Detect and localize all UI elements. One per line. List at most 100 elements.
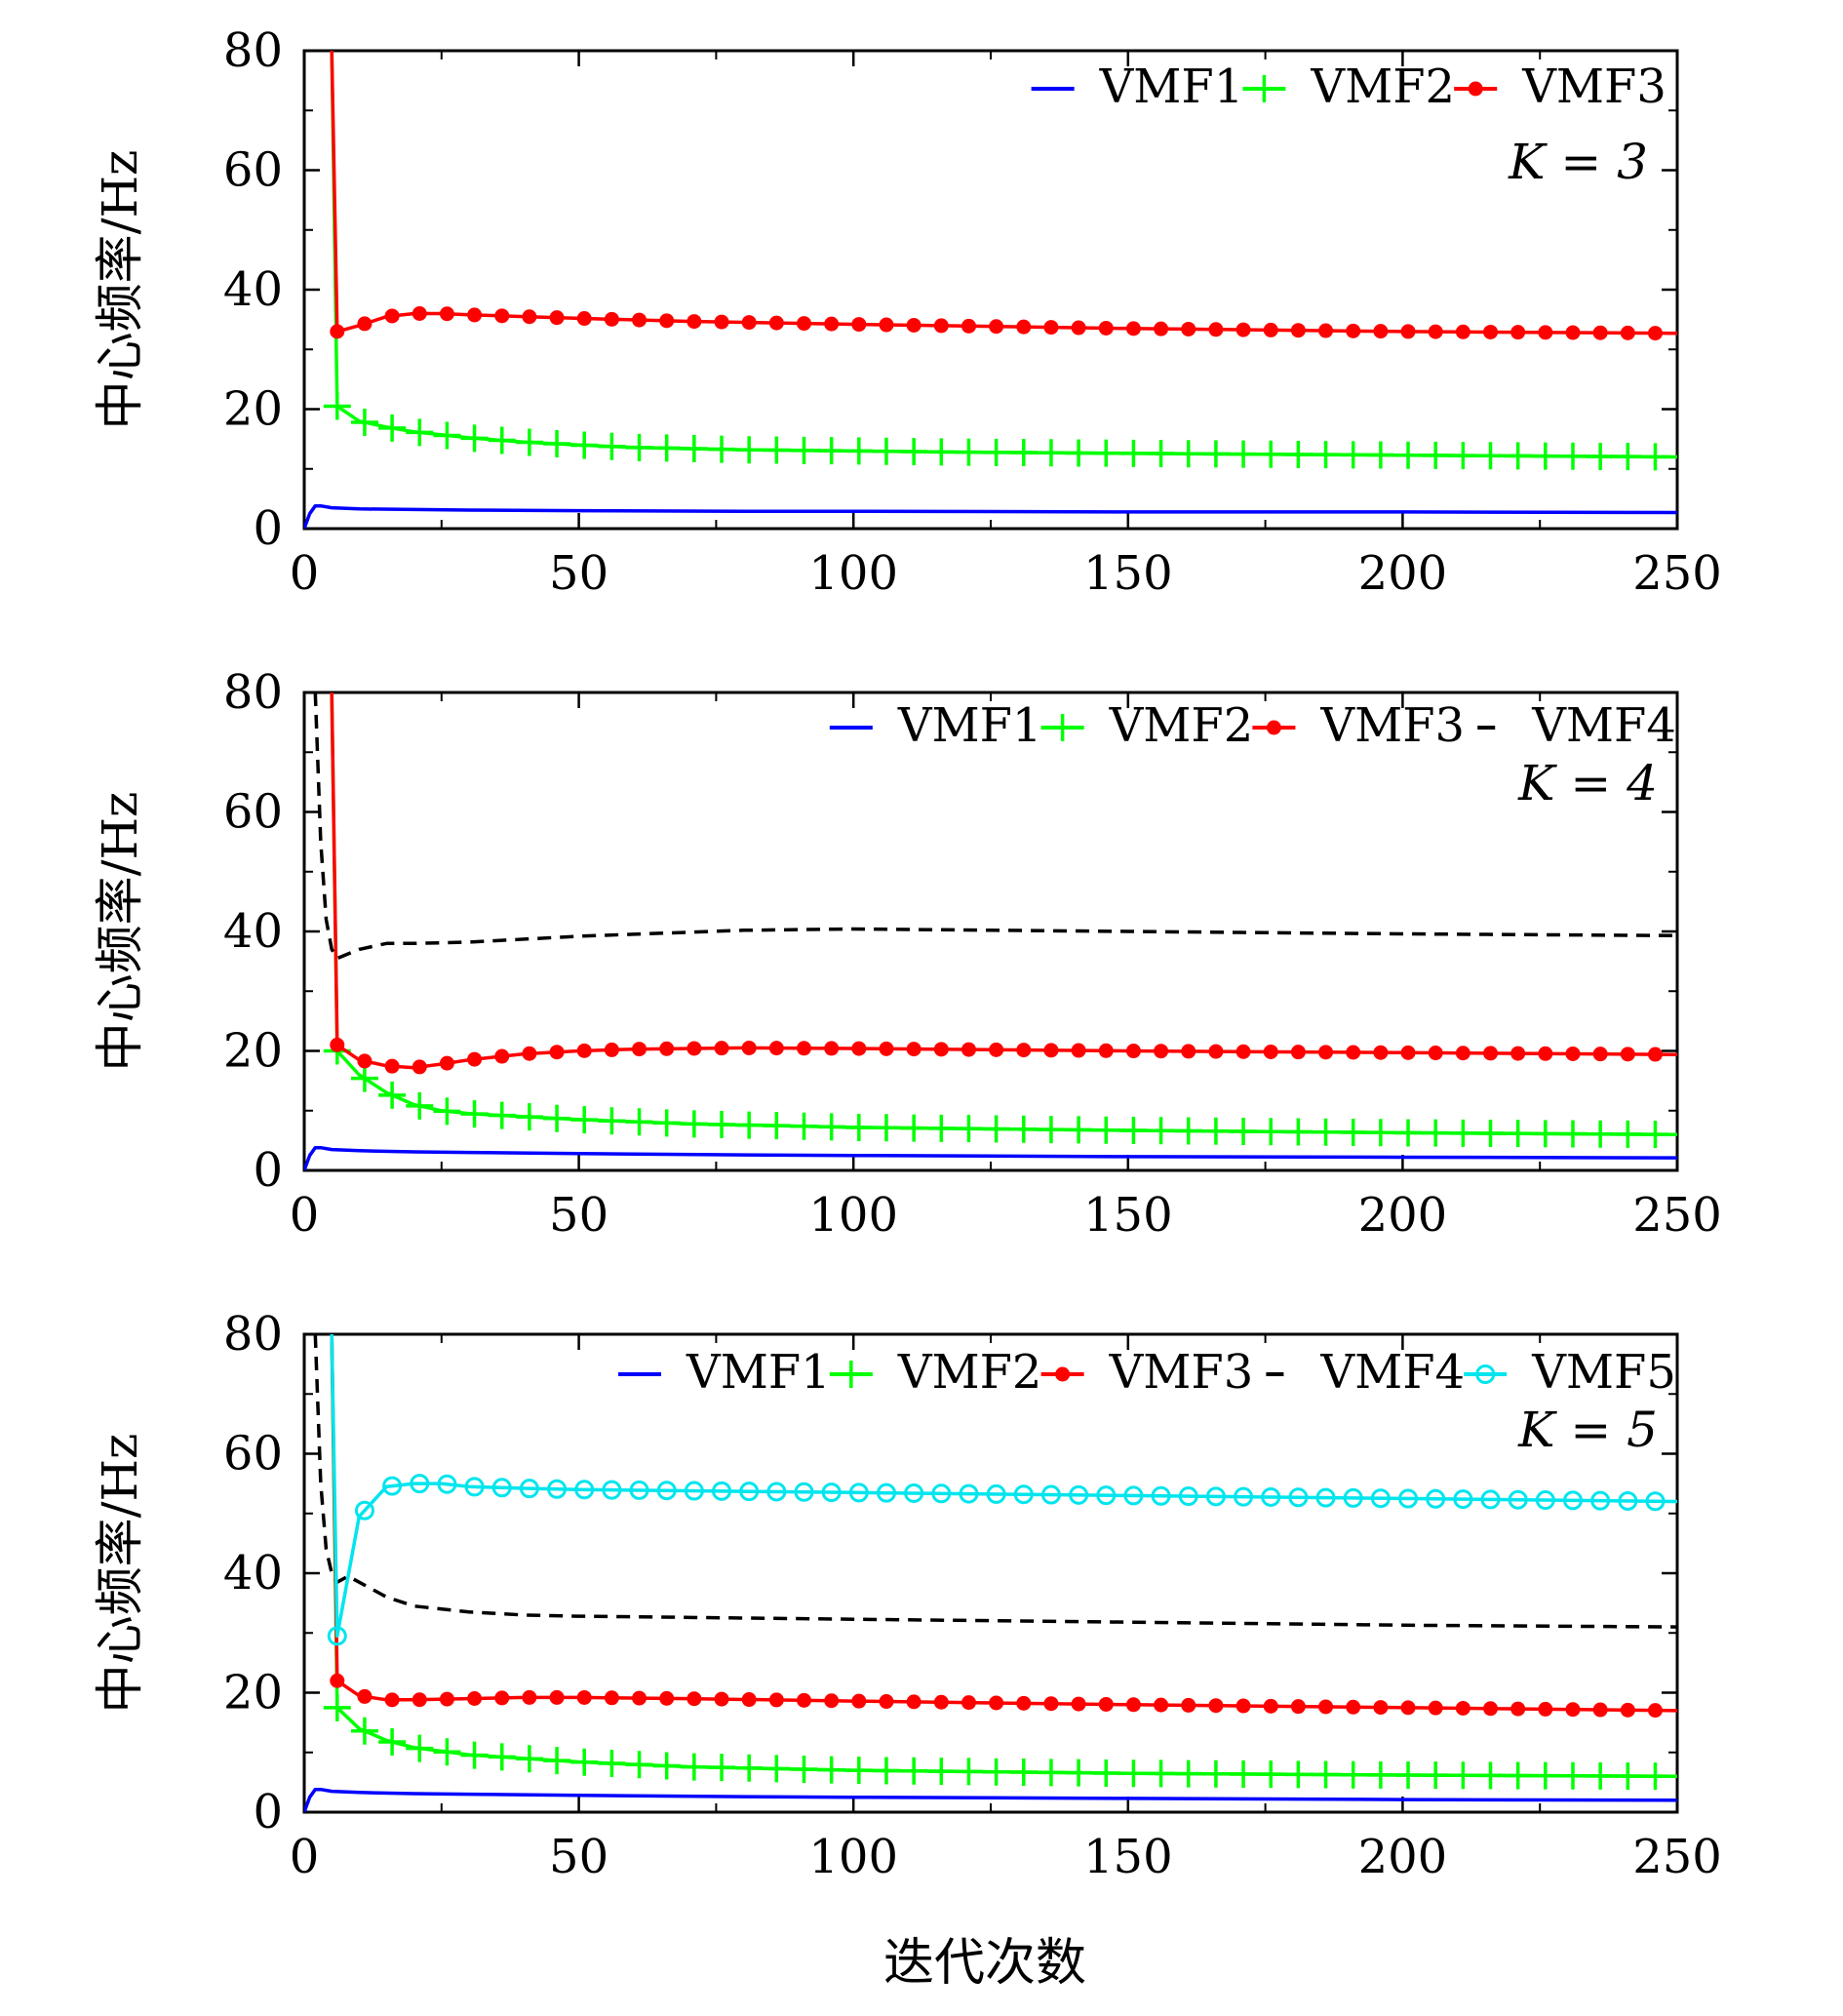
data-point [1318, 1699, 1334, 1715]
data-point [494, 1048, 510, 1064]
data-point [817, 1113, 845, 1141]
data-point [872, 437, 900, 465]
data-point [708, 1110, 736, 1138]
data-point [1346, 1699, 1361, 1715]
y-tick-label: 40 [223, 1546, 283, 1601]
data-point [323, 392, 351, 420]
data-point [378, 414, 407, 442]
data-point [1531, 442, 1559, 470]
data-point [1558, 442, 1587, 470]
data-point [1037, 439, 1065, 467]
data-point [686, 314, 702, 330]
k-annotation: K = 5 [1517, 1402, 1658, 1458]
data-point [741, 1692, 757, 1708]
data-point [933, 1042, 949, 1057]
data-point [955, 438, 983, 466]
data-point [460, 1100, 489, 1128]
data-point [1065, 1116, 1093, 1144]
data-point [1587, 1120, 1615, 1148]
data-point [1257, 440, 1285, 468]
legend-label: VMF1 [1099, 59, 1244, 114]
chart-panel-2: 0 50 100 150 200 250020406080中心频率/HzVMF4VMF3V… [92, 665, 1722, 1243]
data-point [1641, 1762, 1669, 1791]
legend-marker [1250, 75, 1278, 102]
data-point [906, 1694, 922, 1710]
series-line-vmf4 [313, 1334, 1677, 1629]
data-point [330, 324, 345, 339]
series-vmf1 [304, 503, 1677, 529]
data-point [1476, 1120, 1505, 1147]
plot-area [304, 1334, 1677, 1812]
data-point [955, 1758, 983, 1786]
y-tick-label: 80 [223, 1307, 283, 1362]
data-point [357, 1053, 373, 1069]
data-point [1504, 442, 1532, 470]
data-point [543, 430, 571, 458]
data-point [933, 318, 949, 334]
data-point [1284, 1760, 1313, 1789]
x-tick-label: 150 [1083, 1830, 1173, 1884]
legend-label: VMF2 [1109, 698, 1254, 753]
data-point [741, 1040, 757, 1055]
data-point [1235, 322, 1251, 337]
data-point [1147, 1759, 1175, 1788]
data-point [604, 311, 619, 327]
data-point [570, 1106, 599, 1134]
data-point [1422, 1761, 1450, 1790]
data-point [1257, 1760, 1285, 1789]
data-point [1009, 1115, 1038, 1143]
legend-marker [1475, 1364, 1496, 1384]
data-point [515, 1745, 543, 1773]
data-point [1366, 1760, 1394, 1789]
series-line-vmf5 [330, 1334, 1677, 1639]
data-point [350, 1717, 378, 1745]
data-point [1558, 1120, 1587, 1148]
data-point [1339, 441, 1367, 469]
legend-label: VMF1 [897, 698, 1042, 753]
data-point [515, 1103, 543, 1131]
data-point [1312, 1760, 1340, 1789]
data-point [1346, 1045, 1361, 1060]
data-point [384, 1692, 400, 1708]
data-point [1147, 440, 1175, 468]
data-point [1208, 1044, 1224, 1059]
data-point [574, 1480, 595, 1500]
data-point [1125, 1044, 1141, 1059]
data-point [1614, 1762, 1642, 1791]
legend-label: VMF3 [1521, 59, 1667, 114]
data-point [576, 311, 592, 327]
data-point [821, 1482, 842, 1503]
data-point [1098, 320, 1114, 336]
data-point [439, 306, 454, 322]
data-point [959, 1483, 979, 1504]
data-point [1208, 1698, 1224, 1714]
data-point [1123, 1485, 1144, 1506]
series-vmf3 [330, 692, 1677, 1075]
data-point [851, 317, 867, 333]
series-vmf4 [313, 1334, 1677, 1629]
data-point [1151, 1485, 1171, 1506]
data-point [684, 1481, 704, 1501]
data-point [1234, 1486, 1254, 1507]
data-point [817, 437, 845, 465]
data-point [982, 1115, 1010, 1143]
series-vmf3 [330, 51, 1677, 341]
data-point [824, 1041, 840, 1056]
y-tick-label: 60 [223, 143, 283, 198]
data-point [488, 1101, 516, 1129]
plot-frame [302, 1332, 1679, 1814]
data-point [1071, 1696, 1086, 1712]
data-point [1620, 325, 1635, 340]
data-point [378, 1727, 407, 1756]
data-point [1426, 1488, 1446, 1509]
data-point [1339, 1760, 1367, 1789]
data-point [439, 1691, 454, 1707]
series-line-vmf2 [330, 692, 1677, 1137]
data-point [824, 316, 840, 332]
data-point [1618, 1490, 1638, 1511]
data-point [491, 1478, 512, 1498]
data-point [467, 1691, 483, 1707]
data-point [763, 436, 791, 464]
plot-area [304, 51, 1677, 529]
data-point [955, 1115, 983, 1143]
